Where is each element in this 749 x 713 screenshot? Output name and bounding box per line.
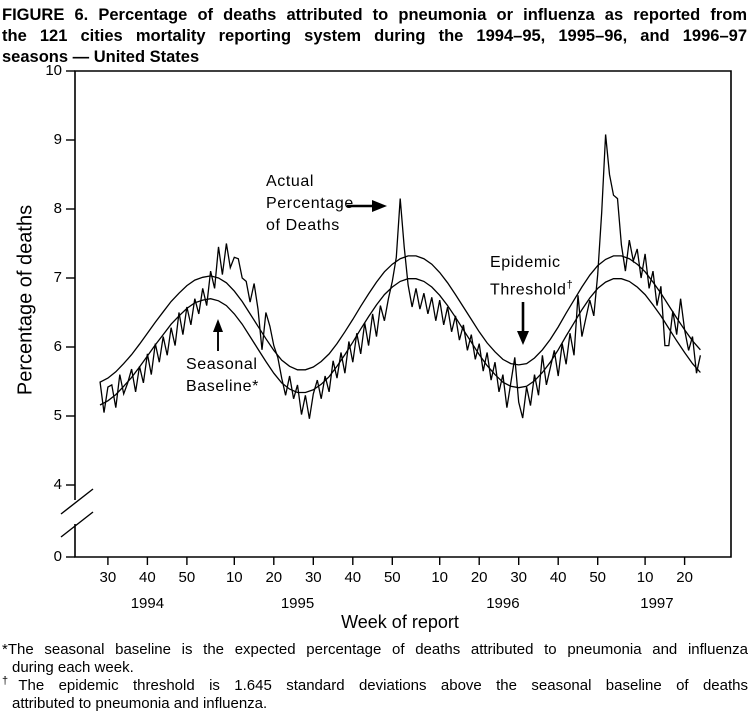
footnote-text: The epidemic threshold is 1.645 standard… <box>18 677 748 694</box>
x-tick-label: 40 <box>139 569 156 586</box>
y-tick-label: 7 <box>53 269 62 286</box>
x-tick-label: 10 <box>431 569 449 586</box>
footnote-epidemic-threshold-line1: †The epidemic threshold is 1.645 standar… <box>2 675 748 695</box>
annotation-epidemic-threshold: Epidemic Threshold† <box>490 252 573 301</box>
baseline-arrow-head <box>213 319 223 332</box>
asterisk-mark: * <box>2 641 8 658</box>
figure-title: FIGURE 6. Percentage of deaths attribute… <box>2 5 747 68</box>
series-baseline <box>99 278 701 406</box>
y-tick-label: 0 <box>53 548 62 565</box>
x-tick-label: 50 <box>589 569 607 586</box>
x-tick-label: 20 <box>265 569 283 586</box>
y-tick-label: 6 <box>53 338 62 355</box>
x-tick-label: 10 <box>636 569 654 586</box>
actual-arrow-head <box>372 200 387 212</box>
footnote-text: The seasonal baseline is the expected pe… <box>7 641 748 658</box>
y-tick-label: 5 <box>53 407 62 424</box>
x-tick-label: 10 <box>225 569 243 586</box>
x-tick-label: 20 <box>676 569 693 586</box>
x-tick-label: 40 <box>344 569 362 586</box>
footnote-seasonal-baseline-line1: *The seasonal baseline is the expected p… <box>2 641 748 659</box>
x-tick-label: 20 <box>470 569 488 586</box>
dagger-mark: † <box>566 279 574 291</box>
footnote-epidemic-threshold-line2: attributed to pneumonia and influenza. <box>12 695 268 712</box>
annotation-seasonal-baseline: Seasonal Baseline* <box>186 354 259 398</box>
footnotes: *The seasonal baseline is the expected p… <box>2 641 748 713</box>
series-threshold <box>99 255 701 383</box>
annotation-line: Threshold <box>490 281 567 299</box>
year-label: 1995 <box>280 595 315 612</box>
series-actual <box>99 134 702 419</box>
x-tick-label: 50 <box>178 569 196 586</box>
annotation-line: Seasonal <box>186 356 258 373</box>
year-label: 1994 <box>130 595 165 612</box>
annotation-line: Epidemic <box>490 254 561 271</box>
x-tick-label: 50 <box>383 569 401 586</box>
x-tick-label: 30 <box>510 569 528 586</box>
y-tick-label: 9 <box>53 131 62 148</box>
x-tick-label: 40 <box>549 569 567 586</box>
figure-title-line: the 121 cities mortality reporting syste… <box>2 27 747 45</box>
footnote-seasonal-baseline-line2: during each week. <box>12 659 134 676</box>
x-tick-label: 30 <box>304 569 322 586</box>
plot-frame <box>74 70 732 558</box>
y-tick-label: 4 <box>53 476 62 493</box>
annotation-line: Baseline* <box>186 378 260 395</box>
axis-break-slash <box>60 488 94 515</box>
year-label: 1996 <box>486 595 520 612</box>
y-tick-label: 10 <box>45 62 62 79</box>
y-tick-label: 8 <box>53 200 62 217</box>
x-axis-title: Week of report <box>341 612 459 632</box>
figure-title-line: FIGURE 6. Percentage of deaths attribute… <box>2 6 747 24</box>
year-label: 1997 <box>640 595 674 612</box>
annotation-actual-percentage-of-deaths: Actual Percentage of Deaths <box>266 173 354 234</box>
y-axis-title: Percentage of deaths <box>14 204 37 396</box>
threshold-arrow-head <box>517 331 529 345</box>
figure-title-line: seasons — United States <box>2 48 200 66</box>
axis-break-slash <box>60 511 94 538</box>
x-tick-label: 30 <box>99 569 117 586</box>
dagger-mark: † <box>2 675 19 687</box>
